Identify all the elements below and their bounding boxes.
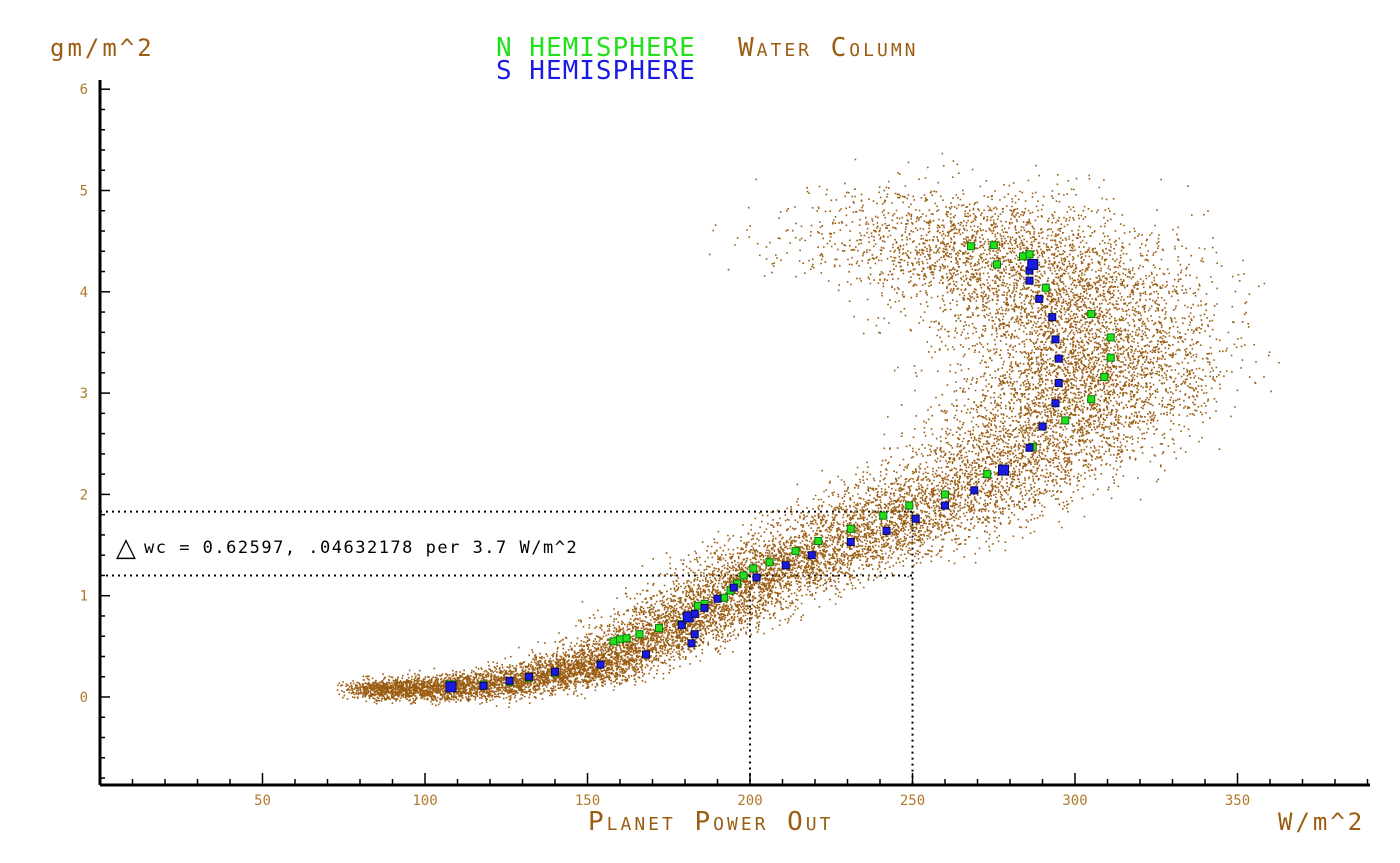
s-hemisphere-point-29	[1051, 335, 1060, 344]
s-hemisphere-point-2	[505, 676, 514, 685]
s-hemisphere-point-3	[525, 672, 533, 681]
n-hemisphere-point-28	[1061, 416, 1070, 425]
n-hemisphere-point-36	[1025, 250, 1034, 259]
n-hemisphere-point-10	[655, 624, 663, 633]
title-water-column: Water Column	[738, 33, 919, 63]
s-hemisphere-point-20	[911, 514, 920, 523]
y-axis-label: gm/m^2	[50, 34, 155, 62]
n-hemisphere-point-12	[694, 601, 702, 610]
hemisphere-points	[445, 241, 1115, 693]
y-tick-label-6: 6	[80, 82, 88, 98]
n-hemisphere-point-21	[814, 536, 823, 545]
reference-lines	[100, 510, 916, 785]
s-hemisphere-point-11	[690, 609, 699, 618]
n-hemisphere-point-17	[739, 571, 748, 580]
s-hemisphere-point-19	[882, 526, 891, 535]
n-hemisphere-point-22	[846, 524, 855, 533]
s-hemisphere-point-30	[1048, 313, 1057, 322]
s-hemisphere-point-1	[479, 681, 488, 690]
x-tick-label-250: 250	[900, 793, 925, 809]
n-hemisphere-point-14	[720, 593, 728, 602]
n-hemisphere-point-38	[989, 241, 998, 250]
n-hemisphere-point-7	[616, 635, 624, 644]
x-axis-label: Planet Power Out	[588, 807, 833, 837]
annotation-delta-symbol: △	[116, 533, 136, 563]
y-tick-label-2: 2	[80, 487, 88, 503]
n-hemisphere-point-9	[635, 630, 644, 639]
n-hemisphere-point-18	[749, 564, 758, 573]
s-hemisphere-point-26	[1051, 399, 1060, 408]
n-hemisphere-point-31	[1106, 353, 1115, 362]
x-tick-label-200: 200	[737, 793, 762, 809]
s-hemisphere-point-4	[551, 667, 559, 676]
n-hemisphere-point-37	[993, 260, 1001, 269]
s-hemisphere-point-28	[1054, 354, 1063, 363]
n-hemisphere-point-30	[1100, 372, 1109, 381]
x-tick-label-300: 300	[1062, 793, 1087, 809]
s-hemisphere-point-23	[998, 464, 1009, 476]
s-hemisphere-point-5	[596, 660, 605, 669]
n-hemisphere-point-26	[983, 470, 992, 479]
s-hemisphere-point-16	[781, 561, 790, 570]
s-hemisphere-point-8	[690, 630, 699, 639]
annotation-text: wc = 0.62597, .04632178 per 3.7 W/m^2	[144, 538, 578, 558]
water-column-points	[336, 152, 1280, 709]
s-hemisphere-point-22	[970, 486, 979, 495]
s-hemisphere-point-6	[642, 650, 650, 659]
axes: 50 100 150 200 250 300 350 0 1 2 3 4 5 6	[80, 80, 1370, 809]
y-tick-label-0: 0	[80, 690, 88, 706]
s-hemisphere-point-12	[700, 603, 709, 612]
s-hemisphere-point-24	[1025, 443, 1034, 452]
n-hemisphere-point-29	[1087, 395, 1096, 404]
n-hemisphere-point-24	[905, 501, 914, 510]
n-hemisphere-point-8	[622, 634, 631, 643]
s-hemisphere-point-17	[807, 551, 816, 560]
n-hemisphere-point-25	[941, 490, 949, 499]
s-hemisphere-point-14	[729, 583, 738, 592]
s-hemisphere-point-13	[713, 594, 722, 603]
y-tick-label-3: 3	[80, 386, 88, 402]
s-hemisphere-point-32	[1025, 276, 1034, 285]
s-hemisphere-point-27	[1054, 378, 1063, 387]
x-tick-label-100: 100	[412, 793, 437, 809]
s-hemisphere-point-25	[1038, 422, 1047, 431]
s-hemisphere-point-0	[445, 681, 457, 693]
x-axis-unit: W/m^2	[1278, 808, 1365, 836]
x-tick-label-350: 350	[1225, 793, 1250, 809]
n-hemisphere-point-19	[765, 558, 774, 567]
n-hemisphere-point-33	[1087, 310, 1096, 319]
x-tick-label-50: 50	[254, 793, 271, 809]
s-hemisphere-point-15	[752, 573, 761, 582]
s-hemisphere-point-21	[941, 501, 949, 510]
n-hemisphere-point-20	[791, 547, 800, 556]
y-tick-label-1: 1	[80, 589, 88, 605]
y-tick-label-5: 5	[80, 184, 88, 200]
s-hemisphere-point-9	[677, 621, 686, 630]
s-hemisphere-point-31	[1035, 294, 1044, 303]
water-column-cloud	[336, 152, 1280, 709]
x-tick-label-150: 150	[575, 793, 600, 809]
n-hemisphere-point-6	[609, 637, 618, 646]
n-hemisphere-point-34	[1041, 283, 1050, 292]
s-hemisphere-point-18	[846, 538, 855, 547]
title-s-hemisphere: S HEMISPHERE	[496, 56, 696, 86]
n-hemisphere-point-39	[967, 242, 975, 251]
y-tick-label-4: 4	[80, 285, 88, 301]
title-n-hemisphere: N HEMISPHERE	[496, 33, 696, 63]
s-hemisphere-point-7	[687, 639, 696, 648]
n-hemisphere-point-35	[1019, 252, 1027, 261]
s-hemisphere-point-34	[1027, 258, 1039, 270]
n-hemisphere-point-32	[1106, 333, 1115, 342]
n-hemisphere-point-23	[879, 511, 888, 520]
